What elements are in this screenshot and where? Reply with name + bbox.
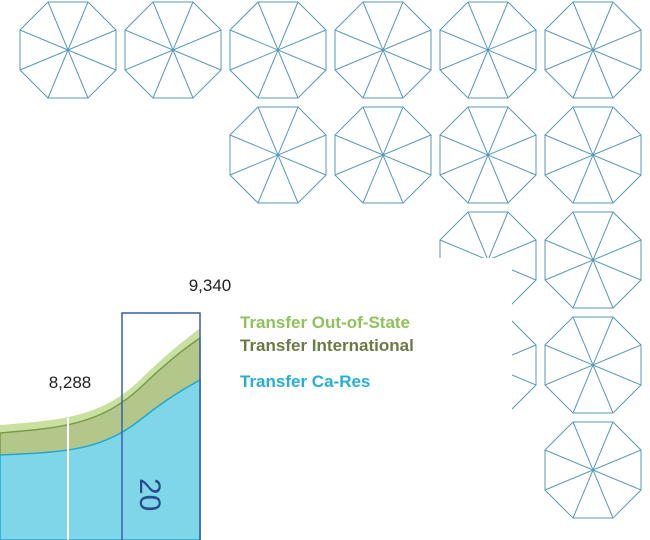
year-label: 20 (133, 478, 166, 511)
legend-entry: Transfer International (240, 336, 414, 355)
area-ca-res (0, 378, 201, 540)
legend-entry: Transfer Out-of-State (240, 313, 410, 332)
year-highlight (121, 312, 201, 540)
value-label: 8,288 (49, 373, 92, 392)
legend-entry: Transfer Ca-Res (240, 372, 370, 391)
area-chart: 20 (0, 312, 201, 540)
value-label: 9,340 (189, 276, 232, 295)
